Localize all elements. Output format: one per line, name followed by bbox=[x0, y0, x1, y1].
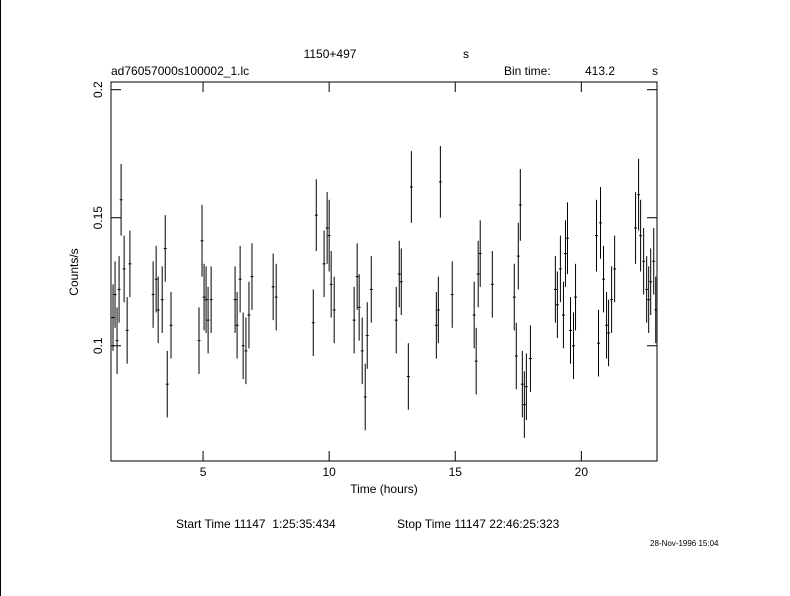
source-name: 1150+497 bbox=[304, 47, 357, 61]
x-tick-label: 10 bbox=[322, 465, 336, 479]
x-tick-label: 15 bbox=[449, 465, 463, 479]
source-unit: s bbox=[463, 47, 469, 61]
x-axis-title: Time (hours) bbox=[350, 482, 418, 496]
stop-time: Stop Time 11147 22:46:25:323 bbox=[397, 517, 560, 531]
bin-time-unit: s bbox=[652, 64, 658, 78]
bin-time: 413.2 bbox=[585, 64, 615, 78]
x-tick-label: 5 bbox=[200, 465, 207, 479]
bin-time-label: Bin time: bbox=[504, 64, 551, 78]
y-tick-label: 0.15 bbox=[91, 206, 105, 230]
plot-frame bbox=[110, 81, 658, 462]
y-tick-label: 0.2 bbox=[91, 81, 105, 98]
y-tick-label: 0.1 bbox=[91, 337, 105, 354]
file-name: ad76057000s100002_1.lc bbox=[111, 64, 249, 78]
x-tick-label: 20 bbox=[575, 465, 589, 479]
date-stamp: 28-Nov-1996 15:04 bbox=[650, 539, 719, 548]
y-axis-title: Counts/s bbox=[67, 248, 81, 295]
start-time: Start Time 11147 1:25:35:434 bbox=[176, 517, 336, 531]
